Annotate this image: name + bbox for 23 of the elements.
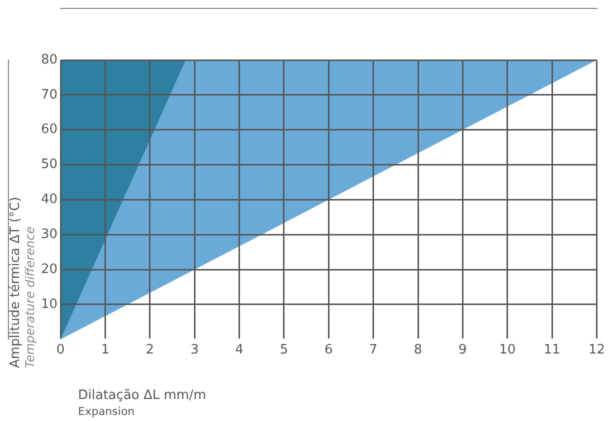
x-tick-label: 12: [588, 342, 605, 358]
y-tick-label: 70: [40, 87, 58, 102]
x-tick-label: 1: [101, 342, 110, 358]
x-tick-label: 4: [235, 342, 244, 358]
x-tick-label: 7: [369, 342, 378, 358]
x-tick-label: 0: [56, 342, 65, 358]
y-tick-label: 50: [40, 157, 58, 172]
x-tick-label: 9: [458, 342, 467, 358]
y-tick-label: 30: [40, 227, 58, 242]
y-tick-label: 20: [40, 262, 58, 277]
x-tick-label: 5: [280, 342, 288, 358]
y-axis-title: Amplitude térmica ΔT (°C) Temperature difference: [8, 196, 38, 368]
y-tick-label: 10: [40, 296, 58, 312]
x-tick-label: 10: [499, 342, 516, 358]
x-tick-label: 11: [544, 342, 560, 358]
x-tick-label: 2: [146, 342, 154, 358]
x-tick-label: 8: [414, 342, 422, 358]
y-tick-label: 40: [40, 192, 58, 208]
x-tick-label: 3: [190, 342, 199, 358]
x-axis-title: Dilatação ΔL mm/m Expansion: [78, 388, 206, 420]
y-tick-label: 80: [40, 52, 58, 68]
y-tick-label: 60: [40, 122, 58, 138]
x-tick-label: 6: [324, 342, 333, 358]
